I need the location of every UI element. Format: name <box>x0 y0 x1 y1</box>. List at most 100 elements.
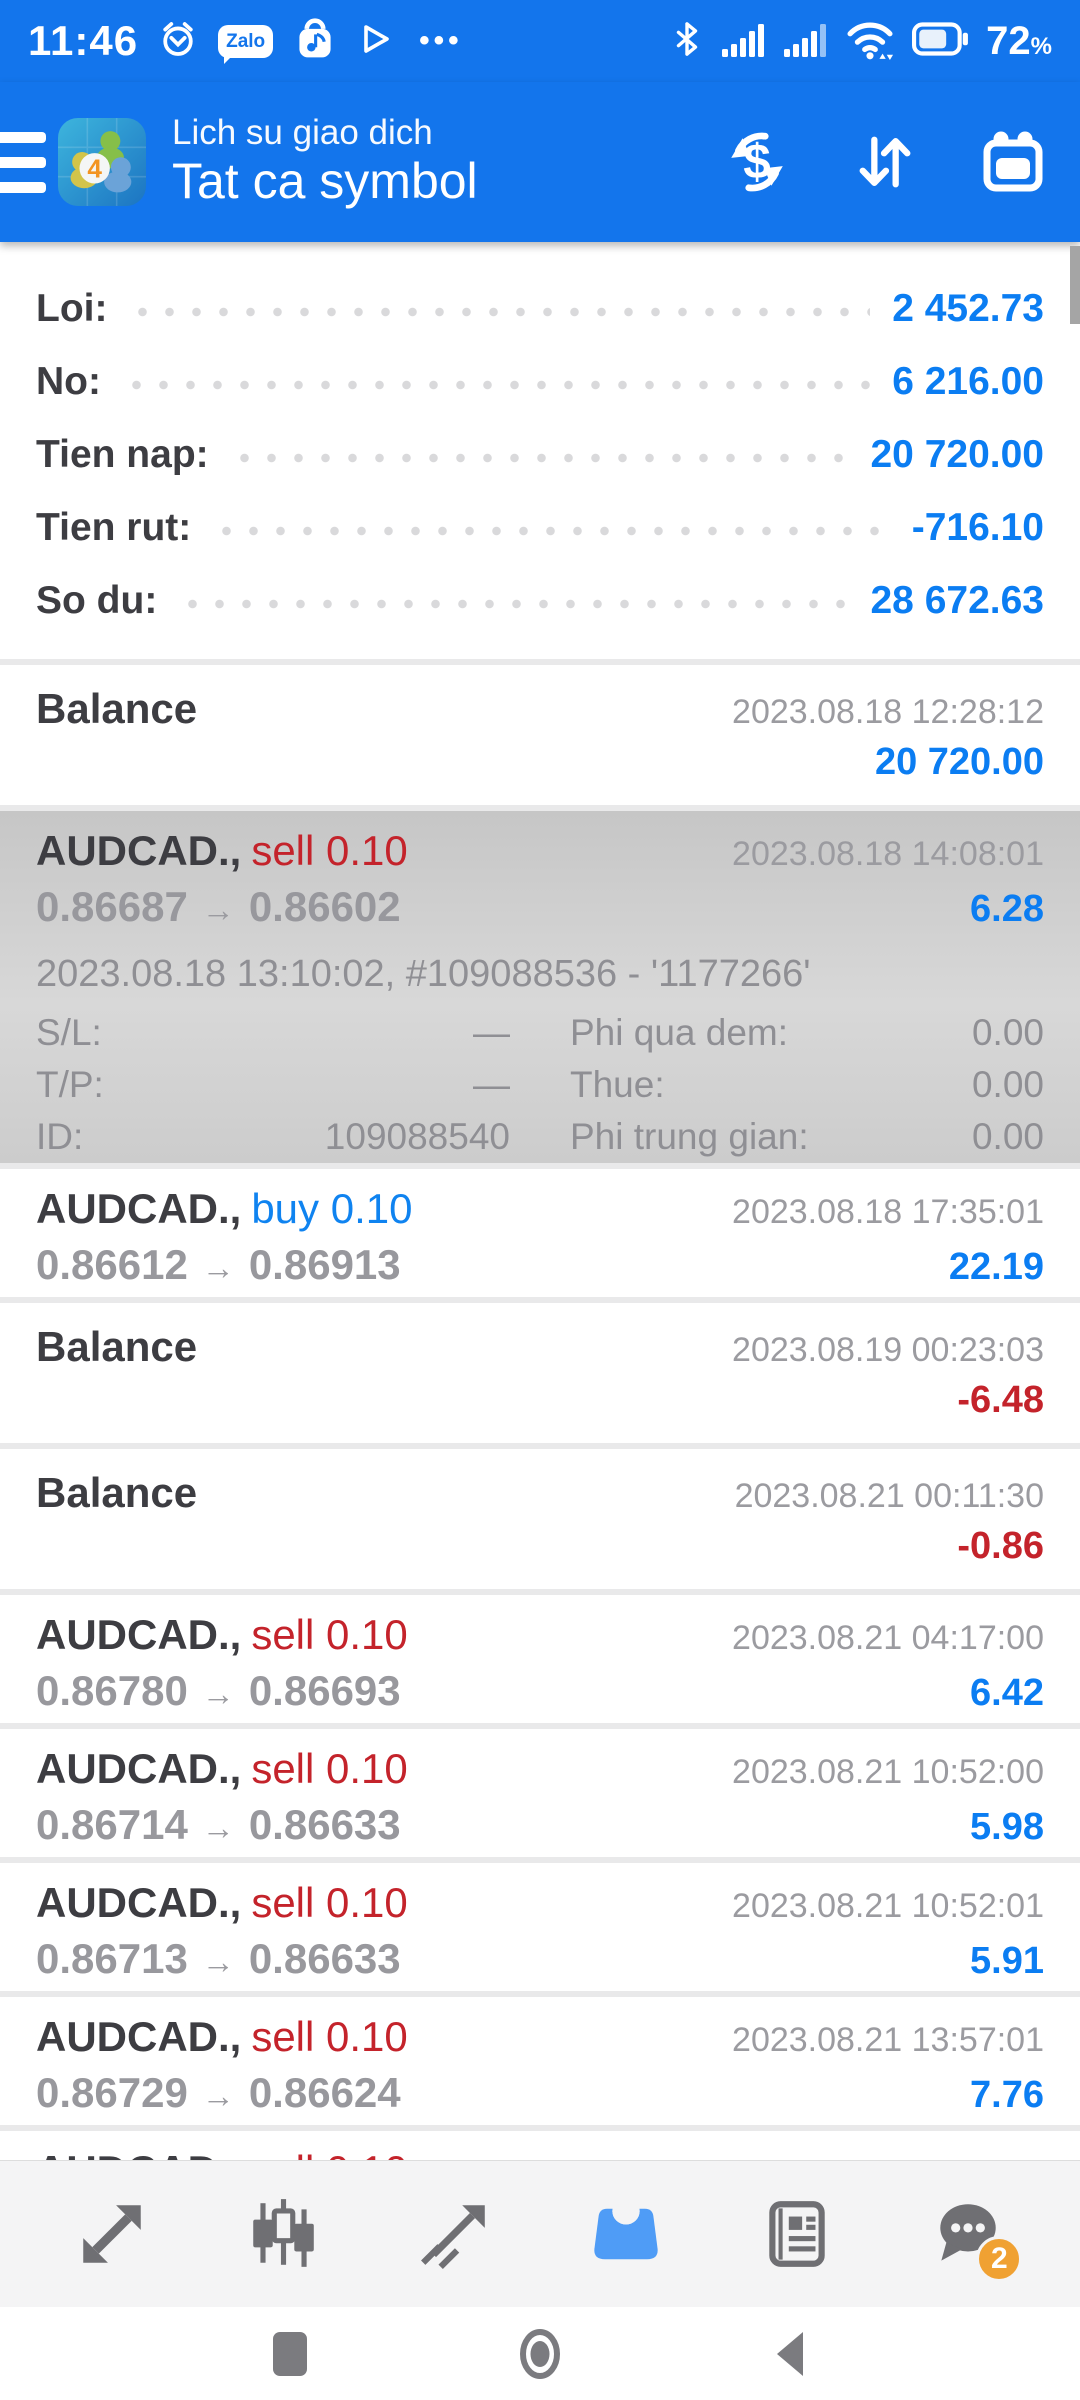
menu-icon[interactable] <box>0 119 52 205</box>
trade-side: buy 0.10 <box>251 1185 413 1232</box>
history-summary: Loi: 2 452.73 No: 6 216.00 Tien nap: 20 … <box>0 242 1080 659</box>
signal-sim2-icon <box>782 19 828 64</box>
arrow-right-icon: → <box>201 1249 235 1286</box>
summary-row-withdrawal: Tien rut: -716.10 <box>36 505 1044 549</box>
trade-symbol: AUDCAD., <box>36 2013 242 2060</box>
trade-prices: 0.86780 → 0.86693 <box>36 1667 401 1714</box>
tab-news[interactable] <box>749 2186 845 2282</box>
tab-history-active[interactable] <box>578 2186 674 2282</box>
wifi-icon <box>844 17 896 66</box>
detail-row: S/L: — Phi qua dem: 0.00 <box>36 1012 1044 1053</box>
trade-details: S/L: — Phi qua dem: 0.00 T/P: — Thue: 0.00 I… <box>36 1012 1044 1168</box>
list-item-balance[interactable]: Balance 2023.08.19 00:23:03 -6.48 <box>0 1303 1080 1443</box>
trade-prices: 0.86729 → 0.86624 <box>36 2069 401 2116</box>
row-divider <box>0 659 1080 665</box>
svg-text:4: 4 <box>87 154 102 184</box>
list-item-trade-expanded[interactable]: AUDCAD., sell 0.10 2023.08.18 14:08:01 0… <box>0 811 1080 1163</box>
trade-prices: 0.86612 → 0.86913 <box>36 1241 401 1288</box>
back-button[interactable] <box>755 2322 825 2386</box>
list-item-balance[interactable]: Balance 2023.08.18 12:28:12 20 720.00 <box>0 665 1080 805</box>
row-divider <box>0 805 1080 811</box>
zalo-notification-icon: Zalo <box>218 24 274 64</box>
home-button[interactable] <box>505 2322 575 2386</box>
tab-trade[interactable] <box>406 2186 502 2282</box>
dotted-leader <box>230 451 849 464</box>
tab-messages[interactable]: 2 <box>920 2186 1023 2282</box>
alarm-icon <box>158 19 198 64</box>
list-item-trade[interactable]: AUDCAD., sell 0.10 2023.08.21 04:17:00 0… <box>0 1595 1080 1723</box>
arrow-right-icon: → <box>201 1675 235 1712</box>
quotes-icon <box>82 2205 141 2263</box>
summary-row-deposit: Tien nap: 20 720.00 <box>36 432 1044 476</box>
trade-prices: 0.86713 → 0.86633 <box>36 1935 401 1982</box>
row-divider <box>0 2125 1080 2131</box>
arrow-right-icon: → <box>201 1809 235 1846</box>
trade-symbol: AUDCAD., <box>36 1185 242 1232</box>
row-divider <box>0 1991 1080 1997</box>
summary-row-balance: So du: 28 672.63 <box>36 578 1044 622</box>
sort-icon[interactable] <box>852 129 918 195</box>
list-item-balance[interactable]: Balance 2023.08.21 00:11:30 -0.86 <box>0 1449 1080 1589</box>
tab-charts[interactable] <box>235 2186 331 2282</box>
summary-row-profit: Loi: 2 452.73 <box>36 286 1044 330</box>
trade-side: sell 0.10 <box>251 1611 408 1658</box>
detail-row: T/P: — Thue: 0.00 <box>36 1064 1044 1105</box>
order-info: 2023.08.18 13:10:02, #109088536 - '11772… <box>36 953 811 995</box>
calendar-icon[interactable] <box>980 129 1046 195</box>
trade-symbol: AUDCAD., <box>36 1879 242 1926</box>
row-divider <box>0 1857 1080 1863</box>
row-divider <box>0 1297 1080 1303</box>
charts-icon <box>253 2199 314 2267</box>
balance-amount: -6.48 <box>957 1379 1044 1421</box>
list-item-trade[interactable]: AUDCAD., sell 0.10 2023.08.21 10:52:00 0… <box>0 1729 1080 1857</box>
currency-exchange-icon[interactable]: $ <box>724 129 790 195</box>
detail-row: ID: 109088540 Phi trung gian: 0.00 <box>36 1116 1044 1157</box>
page-title[interactable]: Tat ca symbol <box>172 153 478 210</box>
list-item-trade[interactable]: AUDCAD., buy 0.10 2023.08.18 17:35:01 0.… <box>0 1169 1080 1297</box>
svg-text:$: $ <box>743 135 771 190</box>
trade-side: sell 0.10 <box>251 2013 408 2060</box>
history-icon <box>593 2197 658 2260</box>
android-nav-bar <box>0 2307 1080 2400</box>
summary-row-loss: No: 6 216.00 <box>36 359 1044 403</box>
trade-side: sell 0.10 <box>251 1745 408 1792</box>
news-icon <box>769 2201 825 2267</box>
dotted-leader <box>122 378 871 391</box>
trade-symbol: AUDCAD., <box>36 1745 242 1792</box>
trade-profit: 7.76 <box>970 2074 1044 2116</box>
trade-icon <box>421 2205 486 2270</box>
scrollbar[interactable] <box>1070 246 1080 324</box>
bottom-tab-bar: 2 <box>0 2160 1080 2307</box>
trade-side: sell 0.10 <box>251 1879 408 1926</box>
row-divider <box>0 1589 1080 1595</box>
trade-profit: 6.42 <box>970 1672 1044 1714</box>
list-item-trade[interactable]: AUDCAD., sell 0.10 2023.08.21 10:52:01 0… <box>0 1863 1080 1991</box>
chat-icon <box>940 2204 997 2261</box>
trade-profit: 5.91 <box>970 1940 1044 1982</box>
trade-symbol: AUDCAD., <box>36 827 242 874</box>
app-header: 4 Lich su giao dich Tat ca symbol $ <box>0 82 1080 242</box>
list-item-trade[interactable]: AUDCAD., sell 0.10 2023.08.21 13:57:01 0… <box>0 1997 1080 2125</box>
page-subtitle: Lich su giao dich <box>172 113 433 153</box>
trade-profit: 22.19 <box>948 1246 1044 1288</box>
dotted-leader <box>179 597 849 610</box>
trade-profit: 6.28 <box>970 888 1044 930</box>
trade-symbol: AUDCAD., <box>36 1611 242 1658</box>
arrow-right-icon: → <box>201 2077 235 2114</box>
row-divider <box>0 1163 1080 1169</box>
play-notification-icon <box>357 21 393 62</box>
tab-quotes[interactable] <box>64 2186 160 2282</box>
arrow-right-icon: → <box>201 1943 235 1980</box>
trade-side: sell 0.10 <box>251 827 408 874</box>
trade-profit: 5.98 <box>970 1806 1044 1848</box>
messages-badge: 2 <box>976 2236 1023 2282</box>
row-divider <box>0 1723 1080 1729</box>
dotted-leader <box>129 305 871 318</box>
balance-amount: 20 720.00 <box>874 741 1044 783</box>
recents-button[interactable] <box>255 2322 325 2386</box>
clock: 11:46 <box>28 17 139 64</box>
status-bar: 11:46 Zalo <box>0 0 1080 82</box>
trade-prices: 0.86687 → 0.86602 <box>36 883 401 930</box>
tiktok-notification-icon <box>293 17 337 66</box>
